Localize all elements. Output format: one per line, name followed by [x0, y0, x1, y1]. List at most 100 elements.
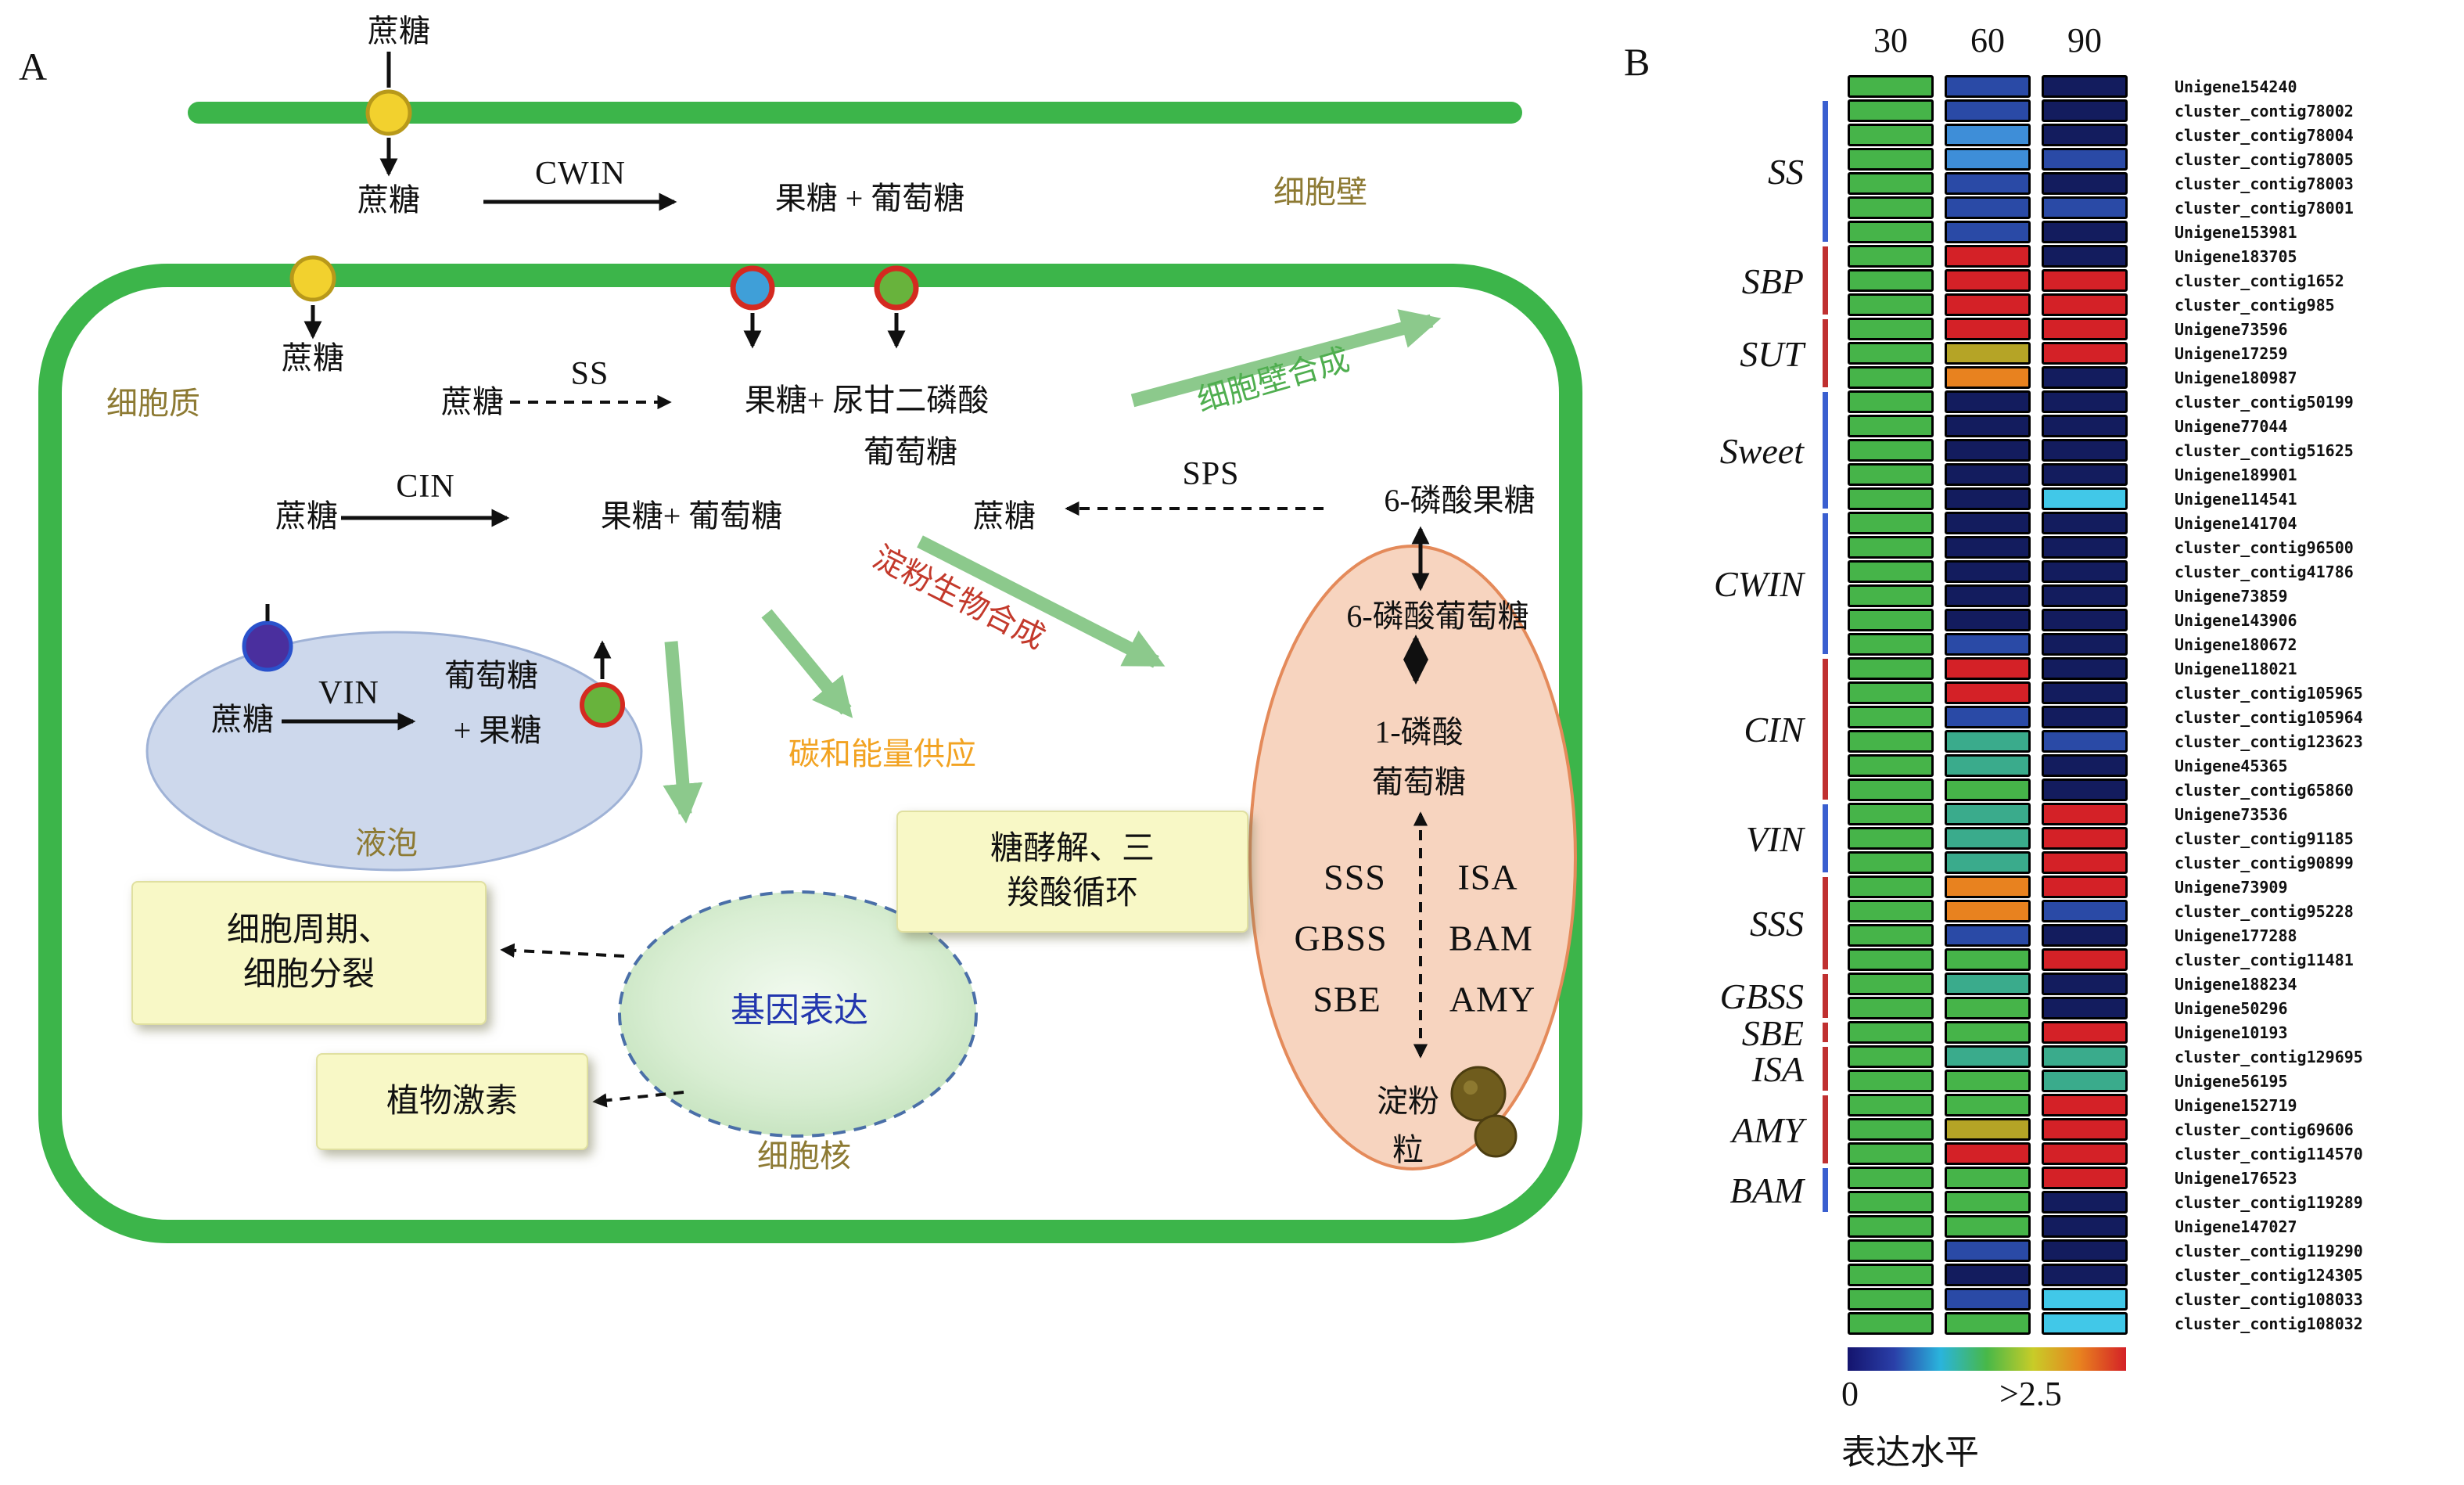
gene-label: Unigene56195 — [2175, 1072, 2288, 1091]
gene-label: cluster_contig119290 — [2175, 1242, 2363, 1260]
gene-label: cluster_contig69606 — [2175, 1120, 2354, 1139]
heatmap-cell — [1848, 124, 1934, 146]
heatmap-cell — [1848, 221, 1934, 243]
heatmap-cell — [1945, 681, 2031, 704]
heatmap-cell — [1945, 924, 2031, 947]
heatmap-cell — [1848, 633, 1934, 656]
heatmap-cell — [2042, 75, 2128, 98]
gene-label: Unigene73536 — [2175, 805, 2288, 824]
reaction-arrows — [265, 52, 1430, 731]
gene-label: cluster_contig108033 — [2175, 1290, 2363, 1309]
gene-label: cluster_contig985 — [2175, 296, 2335, 315]
gene-label: cluster_contig91185 — [2175, 829, 2354, 848]
heatmap-cell — [1848, 973, 1934, 995]
gene-label: cluster_contig108032 — [2175, 1314, 2363, 1333]
panel-b-label: B — [1624, 40, 1650, 84]
heatmap-cell — [1848, 463, 1934, 486]
heatmap-cell — [1848, 900, 1934, 922]
heatmap-cell — [1848, 1070, 1934, 1092]
plasma-membrane — [38, 264, 1582, 1243]
vacuole-glucose-transporter-icon — [580, 682, 625, 728]
heatmap-cell — [2042, 924, 2128, 947]
heatmap-cell — [2042, 827, 2128, 850]
heatmap-cell — [1848, 439, 1934, 462]
heatmap-cell — [1848, 1094, 1934, 1116]
gene-group-label: Sweet — [1719, 430, 1804, 471]
gene-group-bar — [1823, 1023, 1828, 1042]
heatmap-cell — [2042, 633, 2128, 656]
gene-group-bar — [1823, 804, 1828, 872]
cin-enzyme-label: CIN — [396, 468, 455, 505]
heatmap-cell — [1848, 778, 1934, 801]
transporter-icons — [242, 89, 919, 728]
heatmap-cell — [1848, 245, 1934, 268]
vin-enzyme-label: VIN — [318, 674, 379, 711]
gene-group-label: AMY — [1732, 1109, 1804, 1150]
gene-group-label: CWIN — [1714, 564, 1804, 604]
gene-label: Unigene45365 — [2175, 757, 2288, 775]
cell-wall-membrane — [188, 102, 1522, 124]
heatmap-cell — [1945, 463, 2031, 486]
heatmap-cell — [2042, 778, 2128, 801]
glucose-1-phosphate-line2-label: 葡萄糖 — [1372, 764, 1466, 800]
heatmap-cell — [2042, 390, 2128, 413]
heatmap-cell — [1848, 560, 1934, 583]
gene-group-label: GBSS — [1719, 976, 1804, 1016]
gene-group-bar — [1823, 1095, 1828, 1163]
gene-label: cluster_contig78002 — [2175, 102, 2354, 120]
heatmap-cell — [1945, 1021, 2031, 1044]
gene-label: Unigene17259 — [2175, 344, 2288, 363]
heatmap-cell — [2042, 1118, 2128, 1141]
heatmap-cell — [1945, 900, 2031, 922]
gene-label: cluster_contig11481 — [2175, 951, 2354, 969]
heatmap-cell — [2042, 1215, 2128, 1238]
heatmap-cell — [1945, 584, 2031, 607]
heatmap-cell — [1848, 99, 1934, 122]
heatmap-cell — [2042, 196, 2128, 219]
cell-cycle-line2: 细胞分裂 — [242, 957, 375, 993]
heatmap-cell — [2042, 366, 2128, 389]
heatmap-cell — [1848, 584, 1934, 607]
gene-label: cluster_contig105964 — [2175, 708, 2363, 727]
gene-group-label: SBP — [1741, 261, 1804, 301]
heatmap-cell — [1945, 1215, 2031, 1238]
sucrose-imported-label: 蔗糖 — [282, 340, 344, 376]
heatmap-cell — [1945, 803, 2031, 825]
gene-label: cluster_contig96500 — [2175, 538, 2354, 557]
starch-granule-line2-label: 粒 — [1392, 1132, 1424, 1167]
gene-label: cluster_contig78004 — [2175, 126, 2354, 145]
heatmap-cell — [1945, 99, 2031, 122]
heatmap-cell — [1848, 1264, 1934, 1286]
cell-cycle-line1: 细胞周期、 — [226, 912, 391, 949]
gene-group-label: ISA — [1751, 1049, 1804, 1089]
heatmap-cell — [1848, 1118, 1934, 1141]
heatmap-cell — [2042, 1239, 2128, 1262]
heatmap-cell — [1945, 124, 2031, 146]
heatmap-cell — [1848, 415, 1934, 437]
expression-colorbar — [1848, 1347, 2126, 1371]
heatmap-cell — [1945, 245, 2031, 268]
heatmap-cell — [1945, 172, 2031, 195]
heatmap-cell — [2042, 293, 2128, 316]
gene-group-label: CIN — [1744, 710, 1804, 750]
panel-a-label: A — [19, 45, 48, 88]
gene-group-bar — [1823, 1047, 1828, 1091]
heatmap-cell — [2042, 997, 2128, 1019]
heatmap-cell — [1848, 609, 1934, 631]
gene-group-bar — [1823, 513, 1828, 654]
gene-label: Unigene188234 — [2175, 975, 2297, 994]
heatmap-cell — [1945, 221, 2031, 243]
isa-enzyme-label: ISA — [1457, 857, 1518, 897]
heatmap-cell — [1848, 706, 1934, 728]
starch-granule-icon — [1450, 1066, 1518, 1158]
heatmap-cell — [1945, 1070, 2031, 1092]
heatmap-cell — [2042, 900, 2128, 922]
heatmap-cell — [2042, 172, 2128, 195]
gene-label: Unigene73596 — [2175, 320, 2288, 339]
heatmap-cell — [1848, 948, 1934, 971]
heatmap-cell — [1945, 1045, 2031, 1068]
heatmap-cell — [2042, 318, 2128, 340]
heatmap-cell — [1945, 196, 2031, 219]
